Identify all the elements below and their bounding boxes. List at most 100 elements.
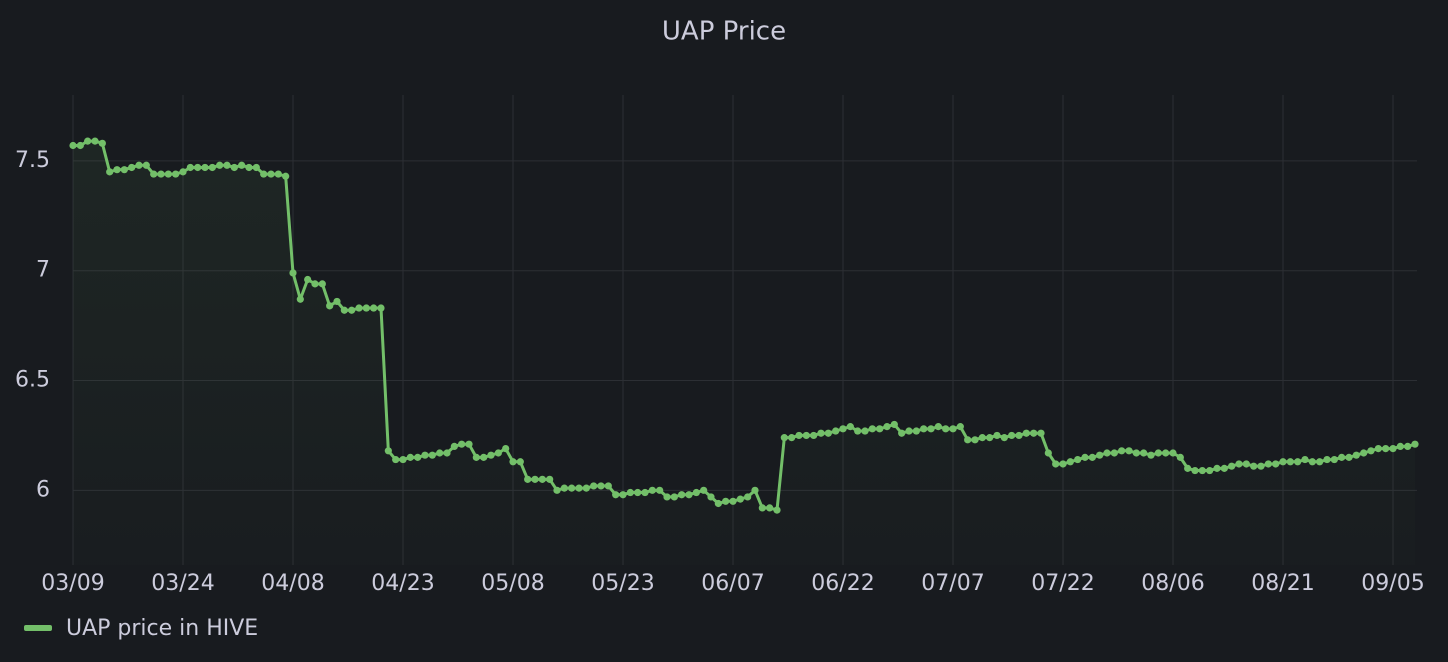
point <box>194 163 202 172</box>
point <box>186 163 194 172</box>
point <box>362 304 370 312</box>
y-tick-label: 6 <box>36 477 50 502</box>
point <box>150 170 158 178</box>
point <box>685 491 693 499</box>
point <box>289 269 297 277</box>
x-tick-label: 07/22 <box>1031 571 1094 596</box>
point <box>619 491 627 499</box>
point <box>157 170 165 178</box>
point <box>414 453 422 461</box>
x-tick-label: 03/09 <box>41 571 104 596</box>
point <box>524 475 532 483</box>
point <box>575 484 583 492</box>
point <box>641 488 649 497</box>
point <box>942 425 950 433</box>
point <box>766 504 774 512</box>
x-tick-label: 04/08 <box>261 571 324 596</box>
point <box>802 431 810 440</box>
point <box>1140 449 1148 457</box>
point <box>890 420 898 429</box>
point <box>678 491 686 499</box>
point <box>883 423 891 431</box>
point <box>436 449 444 457</box>
point <box>1250 462 1258 470</box>
point <box>978 434 986 442</box>
point <box>216 161 224 169</box>
point <box>1411 440 1419 448</box>
point <box>179 168 187 176</box>
point <box>1367 447 1375 455</box>
point <box>260 170 268 178</box>
point <box>1132 449 1140 457</box>
point <box>956 423 964 431</box>
point <box>656 486 664 494</box>
point <box>1374 444 1382 453</box>
point <box>1220 464 1228 472</box>
point <box>245 163 253 172</box>
point <box>106 168 114 176</box>
x-tick-label: 06/07 <box>701 571 764 596</box>
point <box>252 163 260 172</box>
point <box>861 427 869 435</box>
point <box>531 475 539 483</box>
point <box>142 161 150 169</box>
point <box>1110 449 1118 457</box>
point <box>399 455 407 464</box>
point <box>824 429 832 437</box>
point <box>406 453 414 461</box>
point <box>1030 429 1038 437</box>
point <box>597 482 605 490</box>
point <box>1294 458 1302 466</box>
point <box>538 475 546 483</box>
point <box>949 425 957 433</box>
point <box>348 306 356 314</box>
point <box>773 506 781 514</box>
point <box>267 170 275 178</box>
point <box>113 166 121 174</box>
x-tick-label: 08/06 <box>1141 571 1204 596</box>
point <box>98 139 106 147</box>
point <box>700 486 708 494</box>
point <box>1096 451 1104 459</box>
point <box>1389 444 1397 453</box>
point <box>1323 455 1331 464</box>
point <box>634 488 642 497</box>
point <box>722 497 730 505</box>
point <box>692 488 700 497</box>
point <box>1118 447 1126 455</box>
point <box>993 431 1001 440</box>
point <box>172 170 180 178</box>
point <box>898 429 906 437</box>
point <box>230 163 238 172</box>
point <box>472 453 480 461</box>
point <box>604 482 612 490</box>
point <box>788 434 796 442</box>
point <box>1352 451 1360 459</box>
legend-label: UAP price in HIVE <box>66 616 258 641</box>
point <box>546 475 554 483</box>
point <box>905 427 913 435</box>
point <box>1074 455 1082 464</box>
point <box>201 163 209 172</box>
point <box>509 458 517 466</box>
point <box>1382 444 1390 453</box>
point <box>164 170 172 178</box>
point <box>487 451 495 459</box>
point <box>1103 449 1111 457</box>
point <box>311 280 319 288</box>
point <box>1316 458 1324 466</box>
point <box>238 161 246 169</box>
point <box>854 427 862 435</box>
point <box>1338 453 1346 461</box>
point <box>971 436 979 444</box>
point <box>986 434 994 442</box>
point <box>736 495 744 503</box>
point <box>1147 451 1155 459</box>
point <box>1154 449 1162 457</box>
point <box>69 141 77 150</box>
point <box>1008 431 1016 440</box>
y-tick-label: 7 <box>36 258 50 283</box>
point <box>91 137 99 145</box>
point <box>758 504 766 512</box>
